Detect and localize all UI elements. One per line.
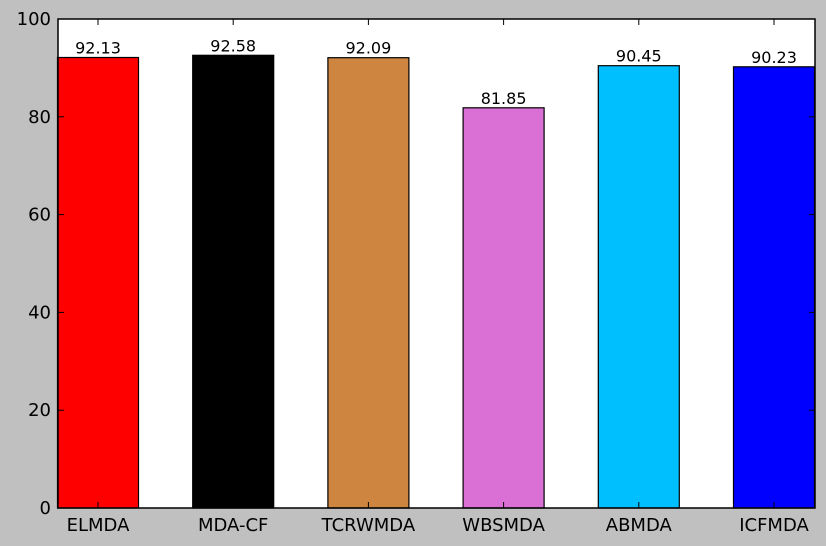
x-axis: ELMDA MDA-CF TCRWMDA WBSMDA ABMDA ICFMDA (67, 19, 809, 536)
y-tick-label-20: 20 (28, 400, 51, 421)
bars-layer (56, 54, 816, 509)
x-tick-label-elmda: ELMDA (67, 515, 130, 536)
x-tick-label-wbsmda: WBSMDA (462, 515, 545, 536)
bar-mda-cf (192, 54, 275, 509)
y-tick-label-80: 80 (28, 107, 51, 128)
bar-wbsmda (462, 107, 545, 509)
data-label-mda-cf: 92.58 (210, 36, 256, 55)
data-label-tcrwmda: 92.09 (345, 39, 391, 58)
x-tick-label-tcrwmda: TCRWMDA (321, 515, 416, 536)
bar-abmda (597, 65, 680, 509)
data-label-wbsmda: 81.85 (481, 89, 527, 108)
x-tick-label-icfmda: ICFMDA (739, 515, 809, 536)
y-axis: 0 20 40 60 80 100 (17, 9, 815, 519)
data-labels-layer: 92.13 92.58 92.09 81.85 90.45 90.23 (75, 36, 797, 108)
bar-icfmda (732, 66, 816, 509)
y-tick-label-60: 60 (28, 205, 51, 226)
plot-background (58, 19, 815, 508)
data-label-abmda: 90.45 (616, 47, 662, 66)
plot-frame (57, 18, 816, 509)
data-label-elmda: 92.13 (75, 39, 121, 58)
bar-elmda (56, 56, 140, 509)
x-tick-label-abmda: ABMDA (606, 515, 673, 536)
bar-tcrwmda (327, 57, 410, 509)
data-label-icfmda: 90.23 (751, 48, 797, 67)
y-tick-label-0: 0 (40, 498, 51, 519)
x-tick-label-mda-cf: MDA-CF (198, 515, 268, 536)
y-tick-label-100: 100 (17, 9, 51, 30)
y-tick-label-40: 40 (28, 302, 51, 323)
